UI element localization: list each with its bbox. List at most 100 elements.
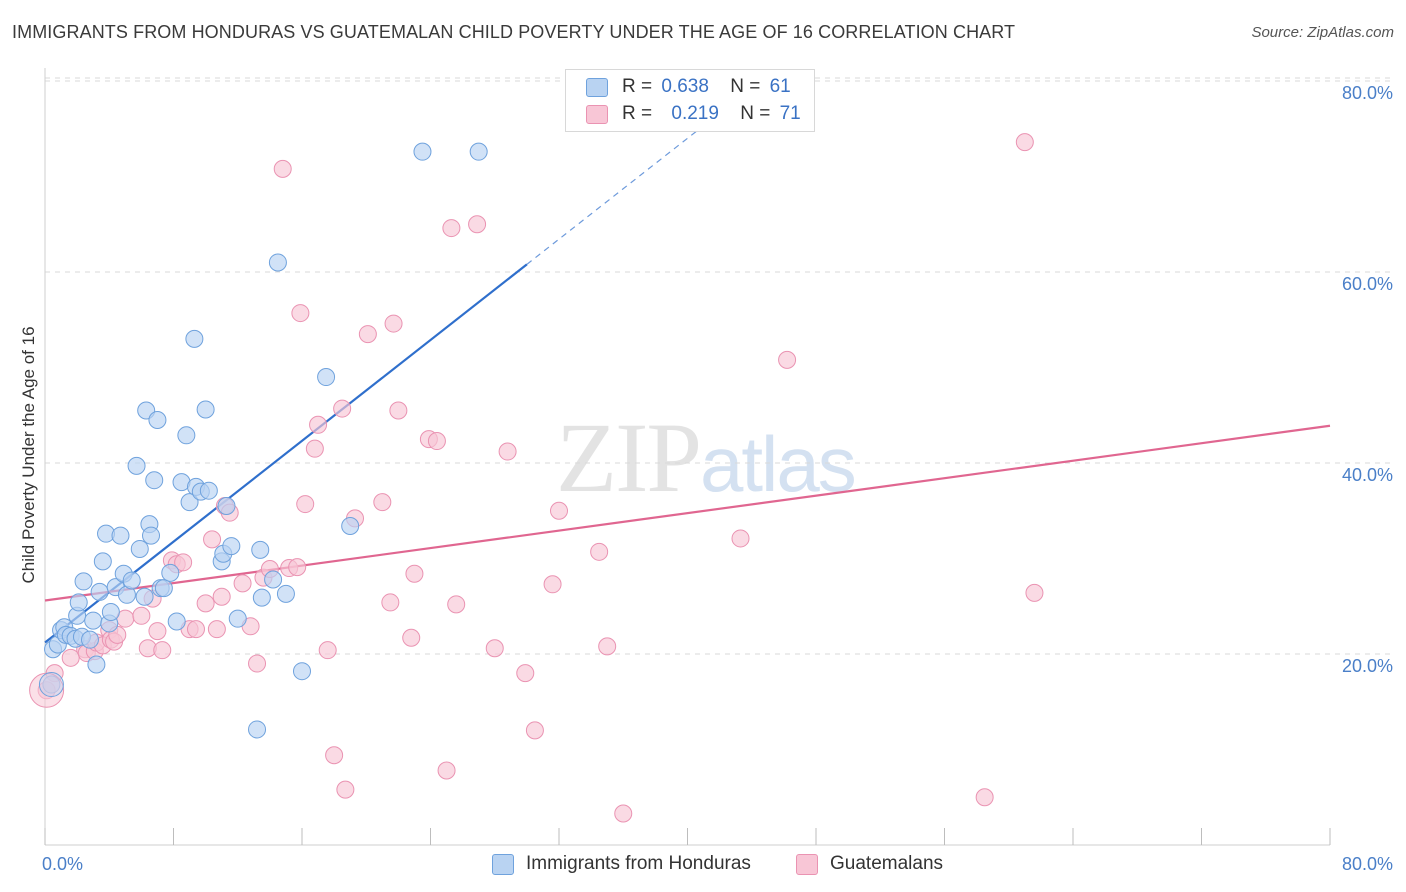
guatemalan-point <box>485 639 504 658</box>
guatemalan-point <box>427 432 446 451</box>
y-axis-label: Child Poverty Under the Age of 16 <box>19 326 38 583</box>
honduras-point <box>101 602 120 621</box>
guatemalan-point <box>402 628 421 647</box>
guatemalan-point <box>384 314 403 333</box>
trend-lines <box>44 74 1331 644</box>
guatemalan-point <box>442 219 461 238</box>
x-tick-label-min: 0.0% <box>42 854 83 874</box>
chart-title: IMMIGRANTS FROM HONDURAS VS GUATEMALAN C… <box>12 22 1016 42</box>
guatemalan-point <box>333 399 352 418</box>
guatemalan-point <box>309 415 328 434</box>
legend-r-label: R = <box>622 103 653 124</box>
legend-r-value-guatemalans: 0.219 <box>671 103 719 124</box>
honduras-point <box>90 582 109 601</box>
guatemalan-point <box>550 501 568 520</box>
honduras-point <box>252 588 271 607</box>
guatemalan-point <box>296 495 315 514</box>
guatemalan-point <box>447 595 466 614</box>
honduras-point <box>217 496 236 515</box>
honduras-point <box>161 563 180 582</box>
guatemalan-point <box>437 761 456 780</box>
honduras-point <box>69 593 88 612</box>
honduras-point <box>469 142 488 161</box>
guatemalan-point <box>468 215 487 234</box>
y-tick-label: 20.0% <box>1342 656 1393 676</box>
guatemalan-point <box>1025 583 1044 602</box>
honduras-point <box>199 481 218 500</box>
data-points <box>29 133 1044 823</box>
legend-n-label: N = <box>740 103 771 124</box>
guatemalan-point <box>405 564 424 583</box>
bottom-legend-label-honduras: Immigrants from Honduras <box>526 853 751 874</box>
stats-legend: R = 0.638 N = 61 R = 0.219 N = 71 <box>565 69 815 132</box>
guatemalan-point <box>153 641 172 660</box>
honduras-point <box>111 526 130 545</box>
honduras-point <box>268 253 287 272</box>
guatemalan-point <box>516 664 535 683</box>
legend-text-honduras: R = 0.638 N = 61 <box>622 76 791 98</box>
watermark: ZIPatlas <box>556 400 857 515</box>
honduras-point <box>74 572 93 591</box>
honduras-point <box>145 471 164 490</box>
honduras-point <box>93 552 112 571</box>
honduras-point <box>167 612 186 631</box>
honduras-point <box>264 570 283 589</box>
honduras-point <box>196 400 215 419</box>
guatemalan-point <box>273 159 292 178</box>
legend-swatch-blue <box>586 78 608 97</box>
guatemalan-point <box>148 622 167 641</box>
guatemalan-point <box>305 439 324 458</box>
honduras-point <box>122 571 141 590</box>
legend-n-value-honduras: 61 <box>769 76 791 97</box>
guatemalan-point <box>248 654 267 673</box>
guatemalan-point <box>288 558 307 577</box>
legend-r-label: R = <box>622 76 653 97</box>
guatemalan-point <box>203 530 222 549</box>
honduras-point <box>341 517 360 536</box>
legend-text-guatemalans: R = 0.219 N = 71 <box>622 103 801 125</box>
honduras-point <box>127 456 146 475</box>
watermark-zip: ZIP <box>556 402 702 513</box>
guatemalan-point <box>598 637 617 656</box>
guatemalan-point <box>318 641 337 660</box>
guatemalan-point <box>336 780 355 799</box>
honduras-point <box>222 537 241 556</box>
honduras-point <box>130 539 149 558</box>
honduras-point <box>276 584 295 603</box>
honduras-point <box>84 611 103 630</box>
guatemalan-point <box>975 788 994 807</box>
honduras-point <box>248 720 267 739</box>
axes <box>44 68 1331 846</box>
guatemalan-point <box>778 350 797 369</box>
y-tick-label: 60.0% <box>1342 274 1393 294</box>
honduras-point <box>148 411 167 430</box>
bottom-legend-swatch-blue <box>492 854 514 875</box>
honduras-point <box>317 368 336 387</box>
source-label: Source: ZipAtlas.com <box>1251 24 1394 41</box>
legend-n-label: N = <box>730 76 761 97</box>
y-tick-label: 80.0% <box>1342 83 1393 103</box>
honduras-point <box>413 142 432 161</box>
honduras-point <box>228 609 247 628</box>
guatemalan-point <box>196 594 215 613</box>
bottom-legend-swatch-pink <box>796 854 818 875</box>
guatemalan-point <box>358 325 377 344</box>
legend-n-value-guatemalans: 71 <box>779 103 801 124</box>
guatemalan-point <box>233 574 252 593</box>
guatemalan-point <box>207 620 226 639</box>
guatemalan-point <box>614 804 633 823</box>
guatemalan-point <box>174 553 193 572</box>
guatemalan-point <box>132 606 151 625</box>
honduras-point <box>293 662 311 681</box>
legend-r-value-honduras: 0.638 <box>661 76 709 97</box>
guatemalan-point <box>291 304 310 323</box>
guatemalan-point <box>389 401 408 420</box>
honduras-point <box>154 579 173 598</box>
honduras-point <box>142 526 161 545</box>
honduras-point <box>180 493 199 512</box>
honduras-point <box>185 329 204 348</box>
guatemalan-point <box>1015 133 1034 152</box>
guatemalan-point <box>590 542 609 561</box>
honduras-point <box>177 426 196 445</box>
